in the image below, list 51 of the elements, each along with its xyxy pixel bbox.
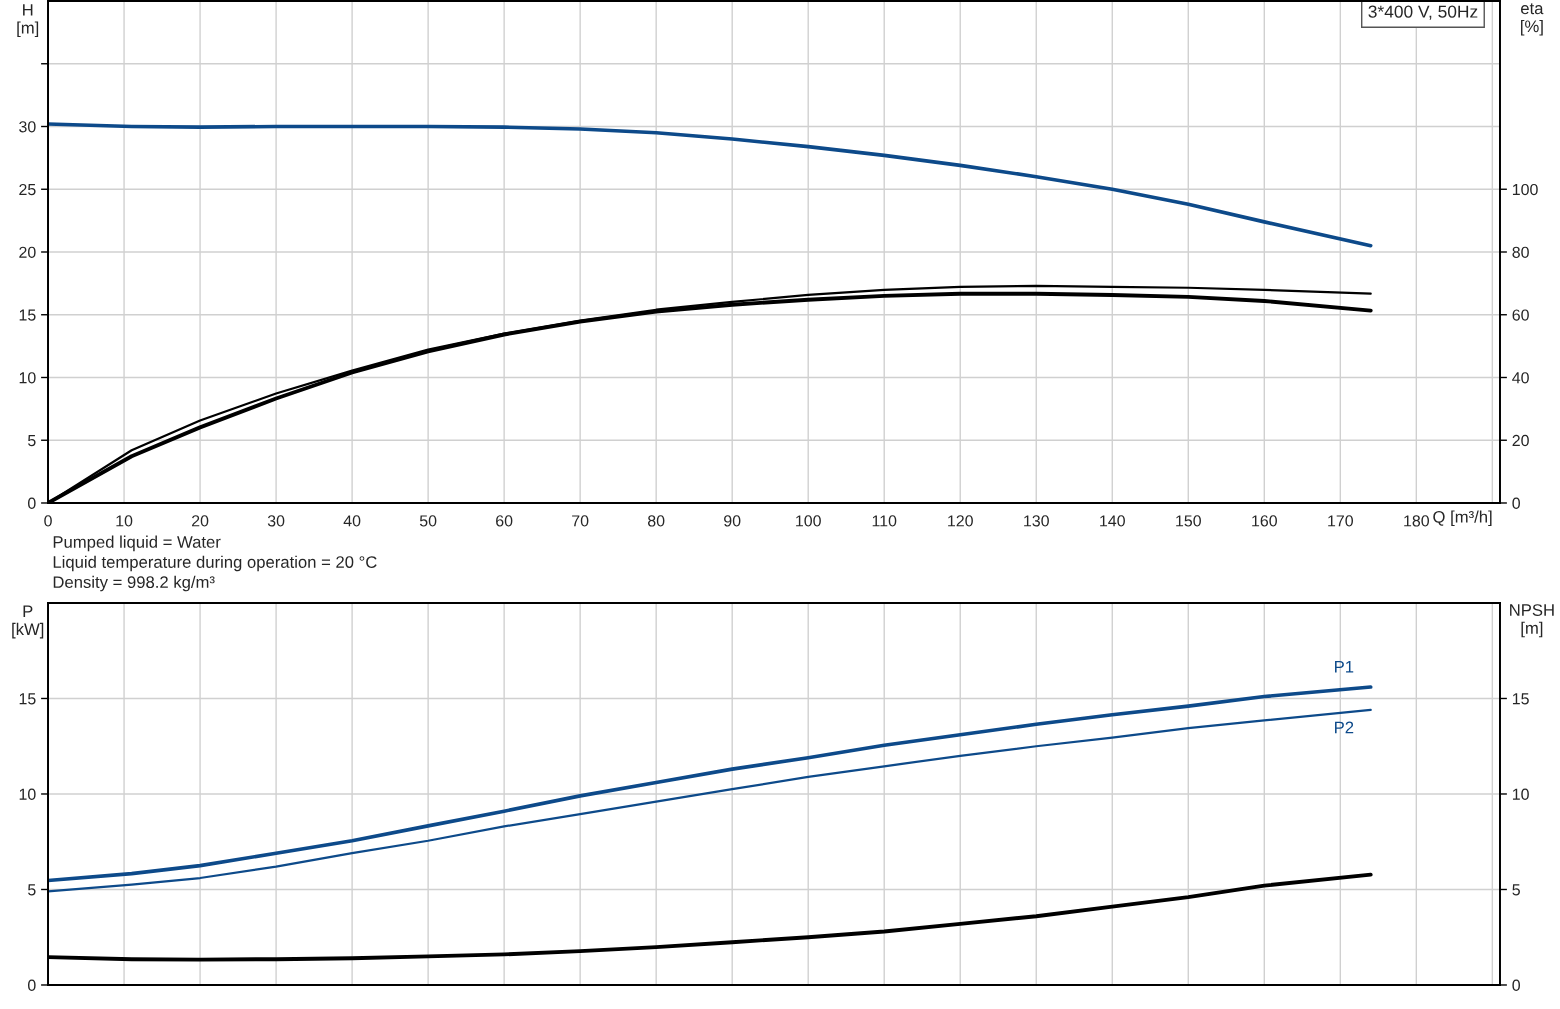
x-tick-label: 20 bbox=[192, 515, 209, 527]
x-tick-label: 140 bbox=[1100, 515, 1125, 527]
y-tick-label: 30 bbox=[19, 121, 36, 133]
y2-tick-label: 80 bbox=[1512, 246, 1529, 258]
x-tick-label: 130 bbox=[1024, 515, 1049, 527]
y-tick-label: 0 bbox=[27, 497, 36, 509]
y2-axis-title: NPSH [m] bbox=[1510, 604, 1554, 638]
x-tick-label: 90 bbox=[724, 515, 741, 527]
y-tick-label: 10 bbox=[19, 788, 36, 800]
y-tick-label: 20 bbox=[19, 246, 36, 258]
x-tick-label: 150 bbox=[1176, 515, 1201, 527]
text: Density = 998.2 kg/m³ bbox=[53, 575, 215, 592]
x-tick-label: 180 bbox=[1404, 515, 1430, 527]
y-tick-label: 10 bbox=[19, 372, 36, 384]
x-tick-label: 120 bbox=[948, 515, 973, 527]
y-axis-title: P [kW] bbox=[12, 605, 44, 639]
series-label: P1 bbox=[1335, 660, 1354, 673]
x-tick-label: 170 bbox=[1328, 515, 1354, 527]
y-tick-label: 15 bbox=[19, 309, 36, 321]
x-tick-label: 0 bbox=[44, 515, 52, 527]
y2-tick-label: 0 bbox=[1512, 497, 1520, 509]
chart-title: 3*400 V, 50Hz bbox=[1368, 5, 1478, 20]
text: Pumped liquid = Water bbox=[53, 535, 221, 552]
y-tick-label: 5 bbox=[28, 435, 36, 447]
x-tick-label: 100 bbox=[796, 515, 821, 527]
text: Liquid temperature during operation = 20 °C bbox=[53, 555, 377, 572]
x-tick-label: 50 bbox=[419, 515, 437, 527]
y2-tick-label: 0 bbox=[1512, 979, 1520, 991]
series-label: P2 bbox=[1335, 721, 1354, 734]
y2-axis-title: eta [%] bbox=[1521, 3, 1544, 36]
x-tick-label: 30 bbox=[267, 515, 285, 527]
x-tick-label: 40 bbox=[343, 515, 361, 527]
y2-tick-label: 100 bbox=[1512, 183, 1538, 196]
x-tick-label: 160 bbox=[1252, 515, 1277, 527]
y-axis-title: H [m] bbox=[17, 4, 39, 38]
y2-tick-label: 5 bbox=[1512, 884, 1520, 896]
x-tick-label: 110 bbox=[872, 515, 897, 527]
x-tick-label: 60 bbox=[496, 515, 513, 527]
x-tick-label: 70 bbox=[572, 515, 589, 527]
x-axis-title: Q [m³/h] bbox=[1433, 510, 1492, 527]
y2-tick-label: 60 bbox=[1512, 309, 1529, 321]
y-tick-label: 5 bbox=[28, 884, 36, 896]
x-tick-label: 80 bbox=[647, 515, 665, 527]
y2-tick-label: 10 bbox=[1512, 788, 1529, 800]
y2-tick-label: 40 bbox=[1512, 372, 1529, 384]
x-tick-label: 10 bbox=[116, 515, 133, 527]
y-tick-label: 0 bbox=[27, 979, 36, 991]
y2-tick-label: 15 bbox=[1512, 693, 1529, 705]
y2-tick-label: 20 bbox=[1512, 434, 1529, 447]
y-tick-label: 15 bbox=[19, 693, 36, 705]
y-tick-label: 25 bbox=[19, 183, 36, 196]
